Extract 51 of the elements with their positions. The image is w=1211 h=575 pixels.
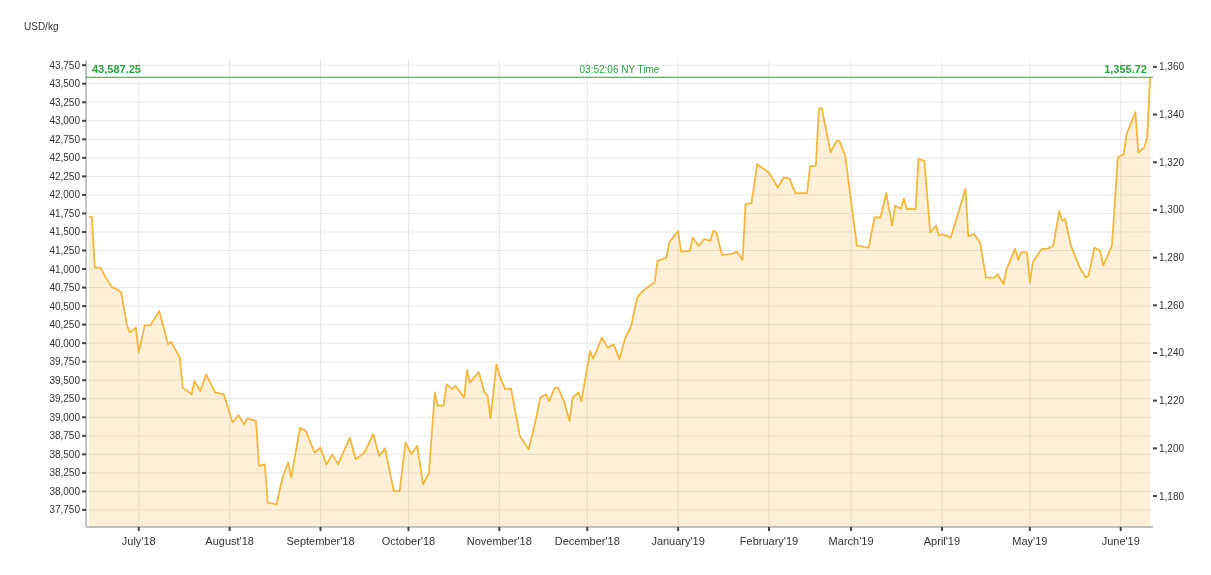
y-tick-label: 42,750: [49, 133, 81, 145]
ref-line-label: 43,587.25: [92, 63, 141, 76]
annotation: 1,355.72: [1104, 63, 1147, 76]
x-tick-label: September'18: [286, 535, 355, 547]
y2-tick-label: 1,360: [1159, 61, 1185, 73]
y-tick-label: 43,750: [49, 59, 81, 71]
y-tick-label: 43,250: [49, 96, 81, 108]
y2-tick-label: 1,260: [1159, 299, 1185, 311]
y-tick-label: 40,000: [49, 337, 81, 349]
y-tick-label: 41,500: [49, 226, 81, 238]
y-tick-label: 39,500: [49, 374, 81, 386]
y2-tick-label: 1,300: [1159, 204, 1185, 216]
x-tick-label: March'19: [828, 535, 874, 547]
y2-tick-label: 1,240: [1159, 347, 1185, 359]
y2-tick-label: 1,320: [1159, 156, 1185, 168]
x-tick-label: June'19: [1101, 535, 1140, 547]
annotation: 03:52:06 NY Time: [579, 64, 660, 76]
y-tick-label: 39,750: [49, 356, 81, 368]
y-tick-label: 38,750: [49, 430, 81, 442]
y-tick-label: 40,500: [49, 300, 81, 312]
x-tick-label: May'19: [1012, 535, 1048, 547]
x-tick-label: November'18: [466, 535, 532, 547]
x-tick-label: December'18: [554, 535, 620, 547]
y2-tick-label: 1,200: [1159, 442, 1185, 454]
y-tick-label: 40,250: [49, 319, 81, 331]
y-tick-label: 41,000: [49, 263, 81, 275]
x-tick-label: October'18: [381, 535, 436, 547]
y-tick-label: 42,250: [49, 170, 81, 182]
y-tick-label: 39,000: [49, 411, 81, 423]
y-tick-label: 41,250: [49, 245, 81, 257]
y2-tick-label: 1,220: [1159, 395, 1185, 407]
x-tick-label: February'19: [739, 535, 799, 547]
y2-tick-label: 1,280: [1159, 252, 1185, 264]
y-tick-label: 38,250: [49, 467, 81, 479]
y2-tick-label: 1,180: [1159, 490, 1185, 502]
y-tick-label: 41,750: [49, 207, 81, 219]
y-tick-label: 42,000: [49, 189, 81, 201]
x-tick-label: July'18: [121, 535, 156, 547]
x-tick-label: April'19: [923, 535, 961, 547]
y-tick-label: 43,500: [49, 78, 81, 90]
x-tick-label: August'18: [205, 535, 254, 547]
y-tick-label: 38,000: [49, 485, 81, 497]
x-tick-label: January'19: [651, 535, 705, 547]
y-tick-label: 40,750: [49, 282, 81, 294]
y-tick-label: 37,750: [49, 504, 81, 516]
y-tick-label: 42,500: [49, 152, 81, 164]
y2-tick-label: 1,340: [1159, 109, 1185, 121]
y-tick-label: 39,250: [49, 393, 81, 405]
y-tick-label: 43,000: [49, 115, 81, 127]
y-axis-title: USD/kg: [24, 21, 59, 32]
y-tick-label: 38,500: [49, 448, 81, 460]
